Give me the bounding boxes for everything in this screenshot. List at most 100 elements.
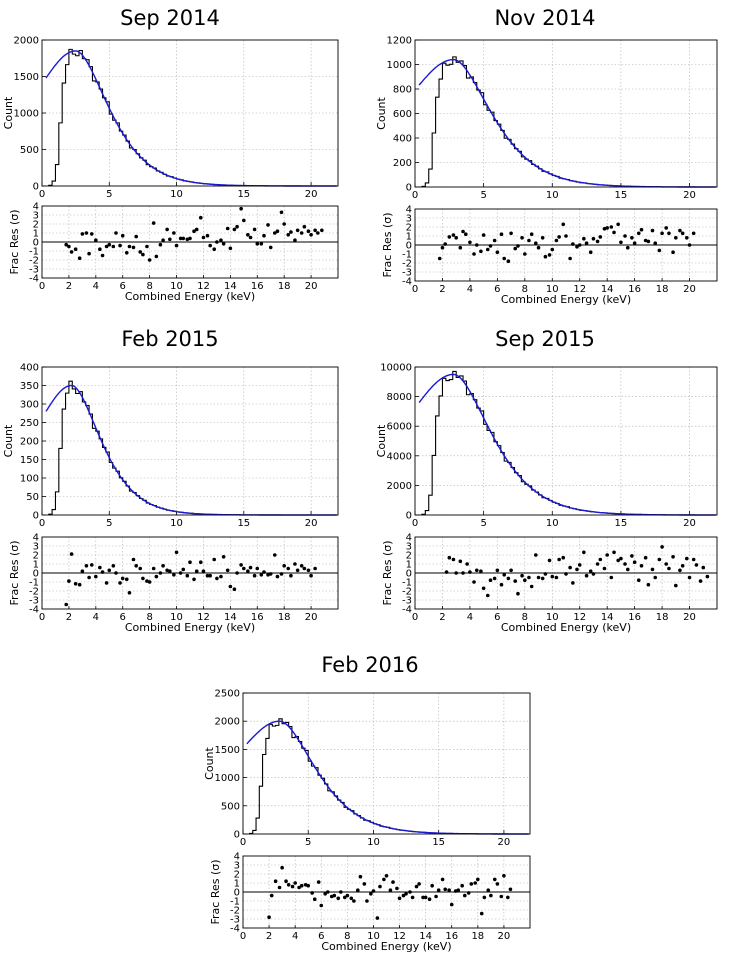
residual-point [588,250,593,254]
residual-point [495,250,500,254]
residual-point [158,242,163,247]
res-y-tick-label: 2 [406,551,412,562]
residual-point [678,228,682,233]
main-y-tick-label: 0 [33,511,39,522]
residual-point [680,231,685,236]
residual-point [591,572,596,576]
residual-point [181,236,186,241]
main-y-tick-label: 800 [393,85,412,96]
res-x-tick-label: 16 [251,612,264,623]
fit-curve [418,373,716,516]
residual-point [434,894,438,899]
residual-point [529,584,534,589]
residual-point [602,566,607,571]
residual-point [479,911,484,916]
x-axis-label: Combined Energy (keV) [501,293,631,306]
res-y-tick-label: 4 [33,202,39,213]
main-x-tick-label: 15 [237,189,250,200]
panel-title-sep-2014: Sep 2014 [120,6,220,30]
residual-point [449,902,454,907]
residual-point [657,557,662,562]
main-x-tick-label: 0 [39,518,45,529]
res-y-tick-label: 1 [33,560,39,571]
residual-point [451,557,456,562]
res-x-tick-label: 12 [393,931,406,942]
residual-point [506,895,510,900]
residual-point [293,881,297,885]
residual-point [118,243,122,248]
residual-point [401,893,406,898]
residual-point [609,225,614,229]
residual-point [474,243,479,247]
residual-point [625,245,630,250]
res-x-tick-label: 16 [251,281,264,292]
res-x-tick-label: 6 [120,281,126,292]
residual-point [120,233,125,238]
residual-point [299,564,304,568]
res-y-tick-label: 0 [406,241,412,252]
residual-point [492,576,497,581]
residual-point [557,235,561,239]
residual-point [488,244,493,248]
main-x-tick-label: 0 [39,189,45,200]
res-x-tick-label: 4 [93,281,99,292]
residual-point [612,550,616,555]
residual-point [474,568,479,573]
residual-point [89,232,94,236]
res-y-tick-label: 1 [234,879,240,890]
residual-point [147,258,152,262]
residual-point [275,229,280,233]
residual-point [458,559,463,564]
res-x-tick-label: 20 [305,281,318,292]
main-y-tick-label: 2000 [14,36,39,47]
main-plot-frame [41,366,339,516]
residual-point [369,892,373,896]
residual-point [575,245,579,249]
main-y-tick-label: 0 [406,183,412,194]
residual-point [547,253,552,257]
residual-point [309,233,313,237]
res-x-tick-label: 16 [628,612,641,623]
main-y-axis-label: Count [375,96,388,129]
residual-point [345,893,350,898]
residual-point [313,228,317,233]
residual-point [691,231,696,236]
residual-point [630,236,634,240]
main-x-tick-label: 20 [305,189,318,200]
residual-point [127,591,132,595]
res-y-tick-label: -4 [402,605,412,616]
residual-point [259,573,264,577]
residual-point [653,575,658,580]
residual-point [306,229,311,233]
residual-point [523,252,527,256]
res-y-tick-label: 1 [406,232,412,243]
residual-point [550,247,555,252]
main-y-tick-label: 200 [393,158,412,169]
residual-point [430,883,434,888]
residual-point [262,233,266,238]
residual-point [536,245,541,250]
res-y-tick-label: -3 [230,915,240,926]
residual-point [527,575,531,580]
residual-point [466,891,471,895]
residual-point [674,583,678,588]
res-x-tick-label: 6 [120,612,126,623]
res-y-tick-label: -3 [29,265,39,276]
residual-point [378,884,382,889]
residual-point [520,573,524,578]
res-x-tick-label: 18 [656,284,669,295]
residual-point [332,893,337,898]
res-x-tick-label: 20 [683,284,696,295]
res-x-tick-label: 10 [170,612,183,623]
residual-point [248,235,253,240]
res-y-tick-label: -1 [402,578,412,589]
res-x-tick-label: 0 [240,931,246,942]
residual-point [286,566,291,571]
residual-point [185,573,190,578]
res-x-tick-label: 12 [573,284,586,295]
residual-point [495,568,500,573]
res-y-tick-label: -3 [29,596,39,607]
residual-point [181,567,186,572]
main-x-tick-label: 20 [683,190,696,201]
